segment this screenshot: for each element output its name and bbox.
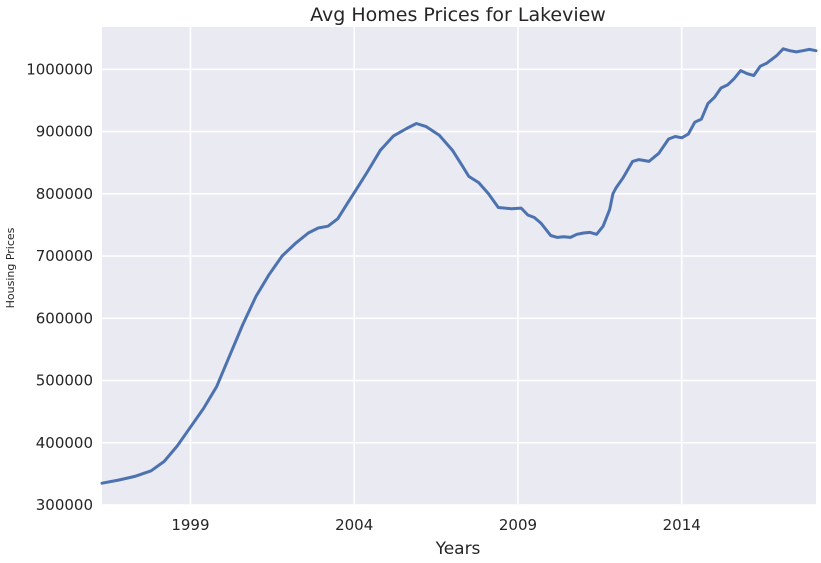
x-axis-label: Years: [435, 539, 481, 559]
y-tick-label: 500000: [36, 372, 93, 390]
x-tick-label: 2009: [499, 516, 537, 534]
y-tick-label: 1000000: [26, 60, 93, 78]
grid: [102, 27, 816, 506]
series-line: [100, 47, 818, 485]
y-tick-label: 800000: [36, 185, 93, 203]
chart-title: Avg Homes Prices for Lakeview: [310, 4, 606, 26]
y-tick-label: 900000: [36, 123, 93, 141]
x-tick-label: 2004: [335, 516, 373, 534]
tick-labels: 300000 400000 500000 600000 700000 800000 9000…: [26, 60, 701, 534]
x-tick-label: 1999: [171, 516, 209, 534]
y-tick-label: 300000: [36, 496, 93, 514]
y-tick-label: 600000: [36, 309, 93, 327]
x-tick-label: 2014: [663, 516, 701, 534]
plot-area: [102, 27, 816, 505]
y-tick-label: 400000: [36, 434, 93, 452]
series-layer: [100, 47, 818, 485]
y-axis-label: Housing Prices: [4, 227, 17, 308]
y-tick-label: 700000: [36, 247, 93, 265]
